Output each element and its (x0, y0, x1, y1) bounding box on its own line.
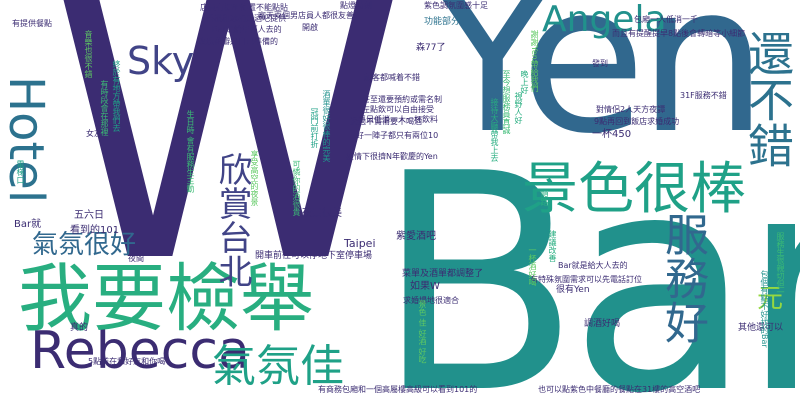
word-rebecca: Rebecca (30, 321, 250, 381)
word-w: W (50, 0, 406, 341)
word-moyu: 有時段會在那裡 (100, 80, 109, 136)
word-jiezhen: 接待大廳帶我上去 (490, 98, 499, 162)
word-qifenhao: 氣氛很好 (32, 230, 137, 260)
word-yuan: 元 (757, 284, 784, 314)
word-jianju: 我要檢舉 (18, 256, 314, 342)
word-erqieyou: 而且有提醒提早8點後會轉暗等小細節 (612, 29, 746, 38)
word-jingbeng: 景色 佳 好酒 好吃 (418, 300, 427, 364)
word-wudianyihou: 9點再回到飯店求婚成功 (594, 117, 680, 126)
word-ershi: 31F服務不錯 (680, 91, 727, 100)
word-yinyue: 音樂也很不錯 (84, 30, 93, 78)
word-zuoqu: 左點飲可以自由接受 (362, 105, 434, 114)
word-gongcaibudeng: 功能部分 (424, 17, 461, 27)
word-guanmen: 冠門前打折 (310, 108, 319, 148)
word-kaijia: 開車前往可以停地下室停車場 (255, 251, 373, 261)
word-pingri: 平日低消一人一杯飲料 (358, 115, 438, 124)
word-taipei: Taipei (344, 237, 376, 250)
word-zhongyu: 終於有地方帶我們去 (112, 60, 121, 132)
word-jianyi: 建議改善 (548, 230, 557, 262)
word-nvyou: 女友說 (86, 129, 110, 138)
word-bargei: Bar是給年輕人去的 (212, 25, 282, 34)
word-ruguo: 如果W (410, 281, 440, 292)
word-bar: Bar (375, 110, 800, 400)
word-fuyu: 富天兩個男店員人都很友善 (258, 11, 354, 20)
word-zhihe: 至今想服務員真誠 (502, 70, 511, 134)
word-tianqihao: 對情侶2人天方夜譚 (596, 105, 666, 114)
word-gouwu: 包個有點不好找的Bar (760, 270, 769, 348)
word-banjia: Bar就是給大人去的 (558, 261, 628, 270)
word-sen77: 森77了 (416, 43, 446, 53)
word-yen: Yen (430, 0, 768, 179)
word-yiqian: 一杯450 (592, 129, 632, 140)
word-shunlu: 順路 (540, 190, 549, 206)
word-yidao: 一杯酒好喝 (528, 246, 537, 286)
word-fuwushen: 服務生很親切但一 (776, 232, 785, 296)
word-zhen: 真的 (70, 323, 89, 333)
word-haowei: 很有Yen (556, 285, 590, 295)
word-dianyu: 顧客都喊着不錯 (364, 73, 420, 82)
word-youmeiyou: 有特殊氛圍需求可以先電話訂位 (530, 275, 642, 284)
word-wanjian: 晚上好 (520, 70, 529, 94)
word-kaiqi: 開啟 (302, 23, 318, 32)
word-qitaxing: 其他還可以 (738, 323, 784, 333)
word-meiguihua: 玫瑰花瓣是自己準備的 (198, 37, 278, 46)
word-shijie: 視野人好 (514, 92, 523, 124)
word-wuliuri: 五六日 (74, 210, 104, 221)
word-xinshang: 欣賞台北 (212, 152, 252, 288)
word-tuchu: 疫情下很擠N年歡慶的Yen (346, 152, 438, 161)
word-xiejie: 謝謝Yen帶給我們 (530, 30, 539, 92)
word-hotel: Hotel (0, 76, 54, 204)
word-xiangqi: 享受高空的夜景 (250, 150, 259, 206)
word-dianyuan: 店員有提醒佈置不能點貼 (200, 3, 288, 12)
word-kandao101: 看到的101 (70, 225, 120, 236)
word-barjiu: Bar就 (14, 219, 42, 230)
word-shengri: 生日時 會有服務生主動 (186, 110, 195, 193)
word-jiage: 也可以點紫色中餐廳的餐點在31樓的高空酒吧 (538, 385, 701, 394)
word-yejing: 夜景很美 (302, 208, 342, 219)
word-tuijian: 有商務包廂和一個高屬樓高級可以看到101的 (318, 385, 478, 394)
word-xiaoyan: 5點前在和好友和你喝 (88, 357, 166, 366)
word-yigeren: 好一陣子都只有兩位10 (356, 131, 439, 140)
word-qiuhun: 求婚場地很適合 (403, 296, 459, 305)
word-sky: Sky (127, 39, 195, 83)
word-fadian: 發到 (592, 59, 608, 68)
word-kelian: 可憐你的酒很貴 (292, 160, 301, 216)
word-meiyou: 有提供餐點 (12, 19, 52, 28)
word-qifenjia: 氣氛佳 (212, 341, 344, 392)
word-xiangbin: 香檳和冰桶是酒吧提供 (206, 14, 286, 23)
word-caidan: 菜單及酒單都調整了 (402, 269, 484, 279)
word-dianxin: 電梯口 (16, 160, 25, 184)
word-touqing: 透過不實需要不喝酒 (350, 117, 422, 126)
word-tiaojiu: 調酒好喝 (584, 319, 621, 329)
word-angela: Angela (542, 0, 667, 40)
word-fuwu: 服務好 (657, 212, 708, 344)
word-bucuo: 甚至還要預約或需名制 (362, 95, 442, 104)
word-jiudan: 酒單很好很棒的完美 (322, 90, 331, 162)
word-huanjing: 還不錯 (741, 30, 795, 168)
word-yejian: 夜間 (128, 254, 144, 263)
word-baoxiang: 包廂一人低消一千 (634, 15, 698, 24)
word-zidianjiang: 紫愛酒吧 (396, 231, 436, 242)
word-zixun: 紫色調氛圍感十足 (424, 1, 488, 10)
word-dengshi: 點燈時刻 (340, 1, 372, 10)
word-jingse: 景色很棒 (522, 157, 746, 222)
